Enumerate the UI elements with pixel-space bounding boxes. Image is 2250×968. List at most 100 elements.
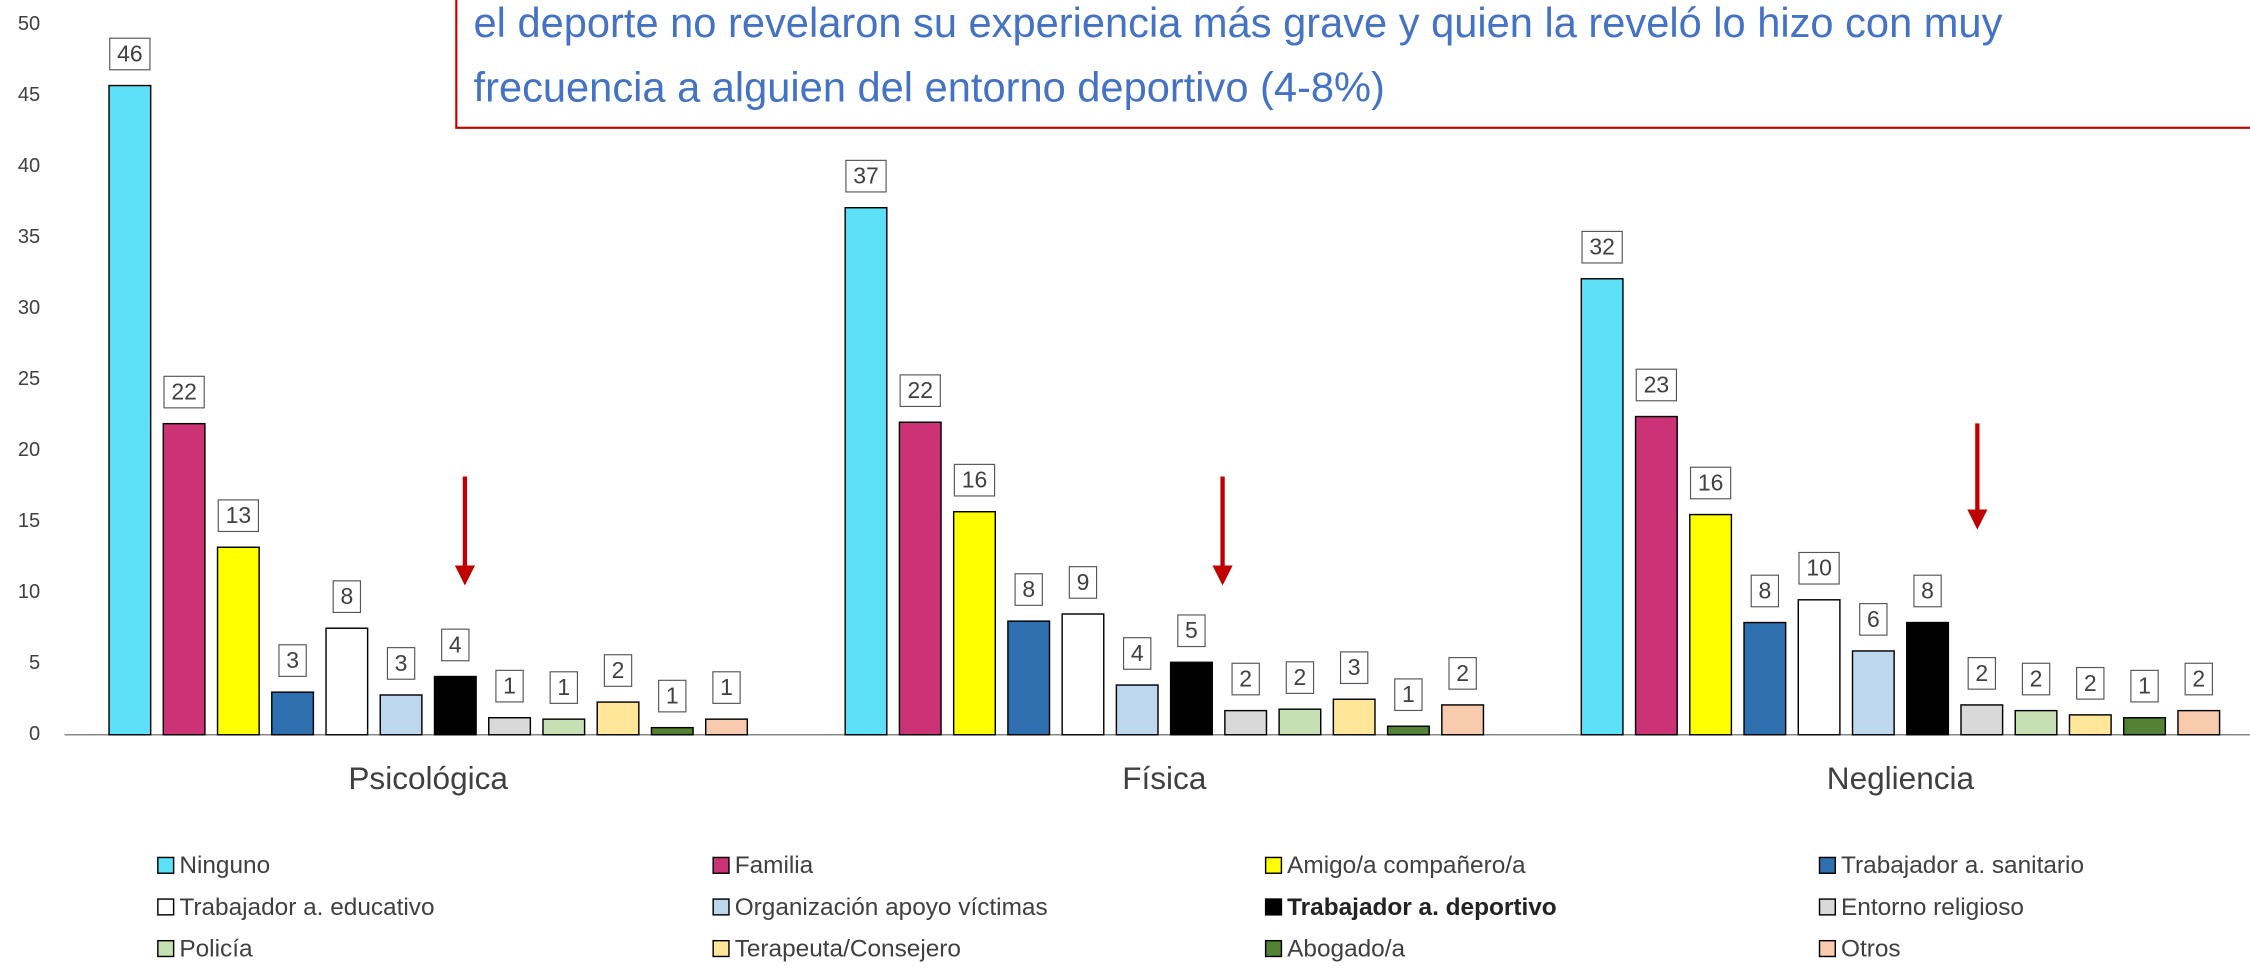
data-label-box xyxy=(549,671,578,704)
bar xyxy=(1634,415,1678,736)
data-label: 2 xyxy=(1456,660,1469,686)
data-label-box xyxy=(2076,666,2105,700)
data-label: 1 xyxy=(557,674,570,700)
bar xyxy=(1007,620,1051,736)
bar xyxy=(542,718,586,736)
data-label-box xyxy=(1448,657,1477,690)
data-label-box xyxy=(712,671,741,704)
bar xyxy=(596,701,640,736)
bar xyxy=(1115,684,1159,736)
data-label-box xyxy=(1014,573,1043,606)
data-label: 22 xyxy=(907,377,933,403)
data-label: 1 xyxy=(503,673,516,699)
data-label-box xyxy=(2021,662,2051,696)
legend-label: Otros xyxy=(1841,935,1901,962)
data-label: 10 xyxy=(1806,555,1832,581)
data-label-box xyxy=(441,628,470,662)
legend-swatch xyxy=(157,856,175,874)
data-label-box xyxy=(1177,614,1206,648)
y-tick-label: 15 xyxy=(18,510,40,532)
legend-swatch xyxy=(712,898,730,916)
x-tick-label: Negliencia xyxy=(1827,760,1975,796)
data-label: 2 xyxy=(2192,666,2205,692)
data-label: 8 xyxy=(1921,577,1934,603)
legend-swatch xyxy=(1818,939,1837,958)
legend-swatch xyxy=(157,898,175,916)
y-tick-label: 35 xyxy=(18,226,40,248)
data-label: 2 xyxy=(612,657,625,683)
legend-swatch xyxy=(712,856,730,874)
data-label: 16 xyxy=(1698,470,1724,496)
bar xyxy=(271,691,315,736)
data-label: 37 xyxy=(853,163,879,189)
bar xyxy=(952,511,996,736)
data-label: 16 xyxy=(962,467,988,493)
data-label-box xyxy=(1798,551,1840,585)
y-tick-label: 25 xyxy=(18,368,40,390)
x-tick-label: Física xyxy=(1122,760,1207,796)
bar xyxy=(1169,661,1213,736)
data-label-box xyxy=(1913,574,1942,608)
data-label: 32 xyxy=(1589,234,1615,260)
data-label-box xyxy=(1581,230,1623,264)
data-label: 1 xyxy=(720,674,733,700)
data-label: 8 xyxy=(340,583,353,609)
bar xyxy=(2177,709,2221,736)
bar xyxy=(1689,513,1733,736)
data-label: 4 xyxy=(1131,640,1144,666)
legend-label: Entorno religioso xyxy=(1841,894,2024,921)
x-tick-label: Psicológica xyxy=(348,760,508,796)
legend-label: Terapeuta/Consejero xyxy=(735,935,961,962)
y-tick-label: 30 xyxy=(18,297,40,319)
legend-label: Abogado/a xyxy=(1287,935,1405,962)
bar xyxy=(1441,704,1485,736)
bar xyxy=(1278,708,1322,736)
legend-swatch xyxy=(1264,898,1283,916)
data-label-box xyxy=(1394,678,1423,712)
data-label-box xyxy=(953,463,996,497)
bar xyxy=(1797,599,1841,736)
y-tick-label: 40 xyxy=(18,155,40,177)
bar xyxy=(1851,650,1895,736)
y-tick-label: 10 xyxy=(18,581,40,603)
data-label: 1 xyxy=(666,683,679,709)
data-label: 2 xyxy=(2084,670,2097,696)
data-label: 13 xyxy=(226,502,252,528)
legend-label: Ninguno xyxy=(179,852,270,879)
legend-swatch xyxy=(157,939,175,958)
bar xyxy=(704,718,749,736)
data-label: 46 xyxy=(117,40,143,66)
data-label: 4 xyxy=(449,631,462,657)
data-label: 3 xyxy=(1348,654,1361,680)
data-label-box xyxy=(603,654,633,687)
data-label-box xyxy=(1285,661,1315,694)
data-label: 3 xyxy=(395,650,408,676)
bar xyxy=(1743,621,1787,736)
y-tick-label: 0 xyxy=(29,723,40,745)
legend-swatch xyxy=(1264,939,1283,958)
bar xyxy=(1580,278,1624,736)
bar xyxy=(844,207,888,736)
data-label-box xyxy=(1339,651,1369,685)
y-tick-label: 50 xyxy=(18,13,40,35)
data-label: 2 xyxy=(1239,666,1252,692)
data-label-box xyxy=(495,669,524,703)
legend-label: Trabajador a. educativo xyxy=(179,894,434,921)
data-label-box xyxy=(278,644,307,677)
data-label-box xyxy=(1967,657,1997,690)
legend-swatch xyxy=(1818,856,1837,874)
data-label-box xyxy=(1231,662,1260,696)
y-tick-label: 5 xyxy=(29,652,40,674)
bar xyxy=(162,422,206,736)
legend-label: Trabajador a. sanitario xyxy=(1841,852,2084,879)
bar xyxy=(2068,714,2112,736)
data-label: 2 xyxy=(1975,660,1988,686)
data-label-box xyxy=(1068,566,1098,599)
bar xyxy=(325,627,369,736)
data-label-box xyxy=(1859,603,1888,636)
data-label: 23 xyxy=(1644,371,1670,397)
bar xyxy=(216,546,260,736)
legend-label: Organización apoyo víctimas xyxy=(735,894,1048,921)
data-label: 9 xyxy=(1077,569,1090,595)
